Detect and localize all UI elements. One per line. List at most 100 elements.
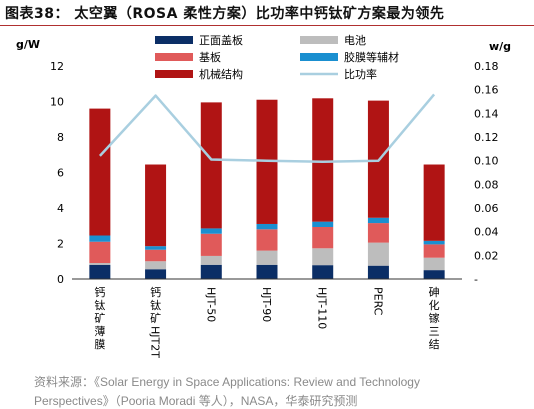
legend-label: 正面盖板 — [199, 33, 243, 47]
bars — [89, 98, 445, 279]
x-tick-label-char: 钙 — [94, 285, 105, 299]
bar-segment — [312, 248, 334, 266]
bar-segment — [256, 264, 278, 279]
y-tick-left-label: 0 — [57, 273, 64, 286]
bar-segment — [200, 255, 222, 265]
legend-item: 比功率 — [300, 67, 377, 81]
x-tick-label-char: 钛 — [150, 298, 161, 312]
bar-segment — [367, 217, 389, 224]
x-tick-label-run: HJT-110 — [316, 287, 329, 329]
legend-swatch — [155, 53, 193, 61]
bar-segment — [145, 261, 167, 270]
bar-segment — [367, 242, 389, 266]
y-tick-left-label: 10 — [50, 96, 64, 109]
y-tick-right-label: 0.06 — [474, 202, 499, 215]
bar-segment — [145, 249, 167, 262]
bar-segment — [423, 270, 445, 279]
bar-segment — [256, 250, 278, 265]
specific-power-line — [98, 93, 436, 164]
bar-segment — [200, 228, 222, 234]
y-tick-right-label: 0.14 — [474, 107, 499, 120]
legend-label: 比功率 — [344, 67, 377, 81]
bar-segment — [312, 221, 334, 227]
bar-segment — [89, 264, 111, 279]
bar-segment — [367, 223, 389, 243]
x-tick-label: PERC — [371, 287, 384, 316]
bar-segment — [145, 269, 167, 279]
legend-swatch — [155, 70, 193, 78]
y-axis-label-right: w/g — [489, 40, 511, 53]
x-tick-label: HJT-90 — [260, 287, 273, 322]
legend-swatch — [300, 53, 338, 61]
legend-item: 基板 — [155, 50, 221, 64]
bar-segment — [200, 233, 222, 256]
x-tick-label: HJT-110 — [316, 287, 329, 329]
y-tick-right-label: 0.08 — [474, 178, 499, 191]
x-tick-label: HJT-50 — [204, 287, 217, 322]
bar-segment — [200, 102, 222, 229]
y-tick-right-label: - — [474, 273, 478, 286]
x-tick-label-char: 镓 — [429, 311, 440, 325]
y-tick-right-label: 0.16 — [474, 84, 499, 97]
x-tick-label-run: HJT-50 — [204, 287, 217, 322]
y-tick-left-label: 12 — [50, 60, 64, 73]
y-tick-left-label: 8 — [57, 131, 64, 144]
bar-segment — [89, 235, 111, 242]
x-tick-label-char: 砷 — [429, 286, 440, 299]
bar-segment — [145, 164, 167, 247]
bar-segment — [423, 164, 445, 241]
y-tick-right-label: 0.04 — [474, 226, 499, 239]
y-tick-left-label: 6 — [57, 167, 64, 180]
bar-segment — [423, 240, 445, 245]
title-divider — [0, 25, 534, 26]
x-tick-label-char: 膜 — [94, 338, 105, 351]
bar-segment — [89, 263, 111, 265]
y-tick-left-label: 4 — [57, 202, 64, 215]
figure-header: 图表38： 太空翼（ROSA 柔性方案）比功率中钙钛矿方案最为领先 — [0, 0, 534, 26]
legend-item: 电池 — [300, 34, 366, 47]
x-tick-label-run: HJT2T — [149, 326, 162, 358]
legend-label: 电池 — [344, 34, 366, 47]
bar-segment — [89, 108, 111, 236]
bar-segment — [367, 265, 389, 279]
bar-segment — [423, 244, 445, 258]
source-note: 资料来源：《Solar Energy in Space Applications… — [34, 375, 420, 389]
legend-label: 基板 — [199, 50, 221, 64]
y-axis-label-left: g/W — [16, 38, 40, 51]
y-tick-right-label: 0.18 — [474, 60, 499, 73]
bar-segment — [89, 241, 111, 264]
legend-label: 机械结构 — [199, 67, 243, 81]
x-tick-label-char: 矿 — [94, 312, 105, 325]
x-tick-label-run: HJT-90 — [260, 287, 273, 322]
bar-segment — [312, 98, 334, 222]
x-tick-label-run: PERC — [371, 287, 384, 316]
legend-item: 正面盖板 — [155, 33, 243, 47]
legend-swatch — [155, 36, 193, 44]
bar-segment — [312, 226, 334, 249]
bar-segment — [145, 246, 167, 250]
y-axis-right: - 0.02 0.04 0.06 0.08 0.10 0.12 0.14 0.16 0.18 — [474, 60, 499, 286]
bar-segment — [256, 229, 278, 251]
x-tick-label-char: 钛 — [94, 298, 105, 312]
y-tick-right-label: 0.12 — [474, 131, 499, 144]
bar-segment — [256, 223, 278, 230]
source-note-continued: Perspectives》（Pooria Moradi 等人），NASA，华泰研… — [34, 394, 358, 408]
x-tick-label-char: 化 — [429, 298, 440, 312]
bar-segment — [312, 265, 334, 279]
legend-label: 胶膜等辅材 — [344, 50, 399, 64]
x-tick-label-char: 薄 — [94, 324, 105, 338]
y-tick-right-label: 0.10 — [474, 155, 499, 168]
y-tick-left-label: 2 — [57, 238, 64, 251]
x-tick-label-char: 结 — [429, 338, 440, 351]
x-tick-label-char: 三 — [429, 325, 440, 338]
x-tick-label-char: 钙 — [150, 285, 161, 299]
bar-segment — [200, 264, 222, 279]
legend-swatch — [300, 36, 338, 44]
legend-item: 机械结构 — [155, 67, 243, 81]
